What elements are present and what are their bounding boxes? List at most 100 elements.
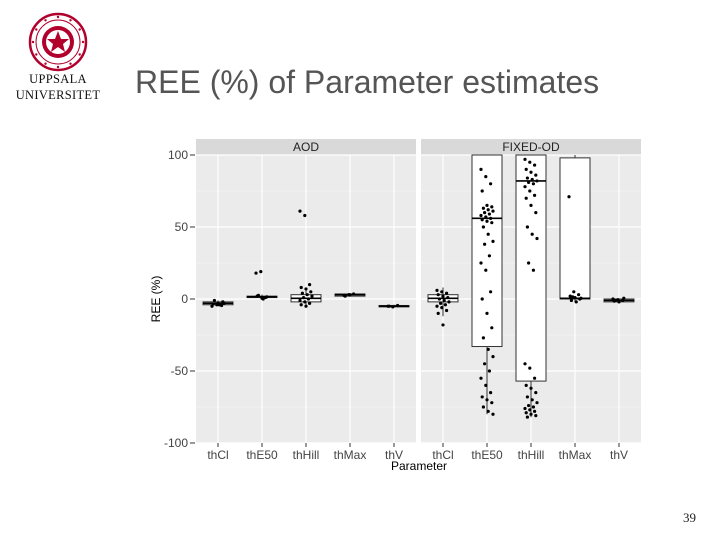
- x-tick-label: thHill: [293, 448, 320, 462]
- data-point: [259, 270, 263, 274]
- box-thmax: [559, 155, 591, 304]
- data-point: [435, 288, 439, 292]
- data-point: [481, 225, 485, 229]
- data-point: [525, 415, 530, 419]
- facet-strip: [421, 139, 641, 155]
- data-point: [445, 308, 449, 313]
- data-point: [573, 295, 577, 300]
- data-point: [486, 232, 490, 236]
- data-point: [298, 209, 302, 213]
- data-point: [445, 291, 449, 295]
- data-point: [479, 167, 483, 171]
- data-point: [479, 376, 483, 380]
- data-point: [491, 239, 495, 243]
- data-point: [480, 395, 484, 399]
- data-point: [535, 401, 539, 405]
- box-thhill: [290, 209, 322, 308]
- data-point: [487, 369, 491, 373]
- data-point: [531, 268, 536, 272]
- data-point: [487, 254, 491, 258]
- chart-panels: AOD thCl thE50 thHill thMax thV FIXED-OD thCl th…: [196, 139, 641, 462]
- box-iqr: [471, 154, 503, 348]
- box-iqr: [515, 154, 547, 382]
- box-thhill: [515, 154, 547, 419]
- data-point: [571, 295, 575, 299]
- data-point: [490, 401, 494, 405]
- data-point: [217, 303, 221, 307]
- data-point: [486, 347, 490, 351]
- data-point: [486, 409, 490, 413]
- data-point: [437, 297, 441, 301]
- university-name-line-1: UPPSALA: [29, 72, 87, 86]
- data-point: [617, 300, 621, 304]
- data-point: [480, 189, 484, 193]
- data-point: [533, 409, 537, 413]
- data-point: [481, 336, 485, 340]
- data-point: [479, 261, 483, 265]
- data-point: [440, 306, 444, 310]
- data-point: [479, 213, 483, 218]
- data-point: [481, 206, 485, 210]
- data-point: [523, 362, 527, 366]
- data-point: [484, 383, 488, 387]
- data-point: [535, 236, 539, 241]
- data-point: [483, 242, 487, 246]
- data-point: [481, 405, 485, 409]
- box-thcl: [427, 287, 459, 327]
- box-thcl: [202, 298, 234, 308]
- data-point: [439, 301, 443, 305]
- data-point: [524, 196, 528, 200]
- data-point: [529, 170, 533, 174]
- data-point: [211, 302, 215, 306]
- data-point: [443, 303, 447, 307]
- data-point: [489, 216, 493, 220]
- data-point: [529, 203, 533, 207]
- data-point: [485, 219, 489, 223]
- data-point: [485, 203, 489, 207]
- data-point: [528, 189, 532, 193]
- data-point: [300, 291, 304, 295]
- data-point: [569, 298, 574, 303]
- data-point: [485, 311, 489, 315]
- data-point: [484, 175, 488, 179]
- data-point: [613, 298, 618, 303]
- box-the50: [471, 154, 503, 416]
- x-tick-label: thCl: [207, 448, 228, 462]
- data-point: [568, 294, 572, 298]
- data-point: [577, 293, 581, 297]
- facet-panel-fixed-od: FIXED-OD thCl thE50 thHill thMax thV: [421, 139, 641, 462]
- data-point: [436, 293, 440, 297]
- data-point: [572, 290, 576, 294]
- data-point: [523, 185, 527, 189]
- data-point: [530, 177, 534, 182]
- data-point: [222, 301, 226, 305]
- data-point: [487, 212, 491, 216]
- data-point: [480, 218, 484, 222]
- data-point: [348, 293, 352, 297]
- facet-strip: [196, 139, 416, 155]
- data-point: [525, 395, 530, 399]
- data-point: [442, 298, 446, 303]
- data-point: [533, 163, 537, 167]
- data-point: [531, 182, 536, 186]
- data-point: [261, 297, 265, 301]
- data-point: [534, 414, 538, 418]
- data-point: [533, 376, 537, 380]
- data-point: [303, 213, 307, 218]
- y-axis-label: REE (%): [149, 276, 163, 323]
- data-point: [527, 403, 531, 408]
- data-point: [530, 232, 534, 236]
- data-point: [343, 294, 347, 298]
- data-point: [256, 293, 260, 297]
- x-tick-label: thMax: [334, 448, 367, 462]
- facet-strip-label: FIXED-OD: [502, 140, 560, 154]
- data-point: [303, 300, 307, 304]
- data-point: [622, 296, 626, 300]
- x-tick-label: thE50: [471, 448, 503, 462]
- x-tick-label: thCl: [432, 448, 453, 462]
- page-number: 39: [683, 510, 696, 525]
- data-point: [440, 290, 444, 294]
- box-thv: [603, 296, 635, 304]
- data-point: [309, 290, 313, 294]
